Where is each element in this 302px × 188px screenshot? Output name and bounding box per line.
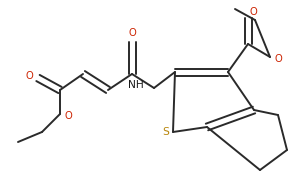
Text: O: O xyxy=(64,111,72,121)
Text: O: O xyxy=(274,54,282,64)
Text: O: O xyxy=(128,28,136,38)
Text: S: S xyxy=(162,127,169,137)
Text: O: O xyxy=(249,7,257,17)
Text: O: O xyxy=(25,71,33,81)
Text: NH: NH xyxy=(128,80,144,90)
